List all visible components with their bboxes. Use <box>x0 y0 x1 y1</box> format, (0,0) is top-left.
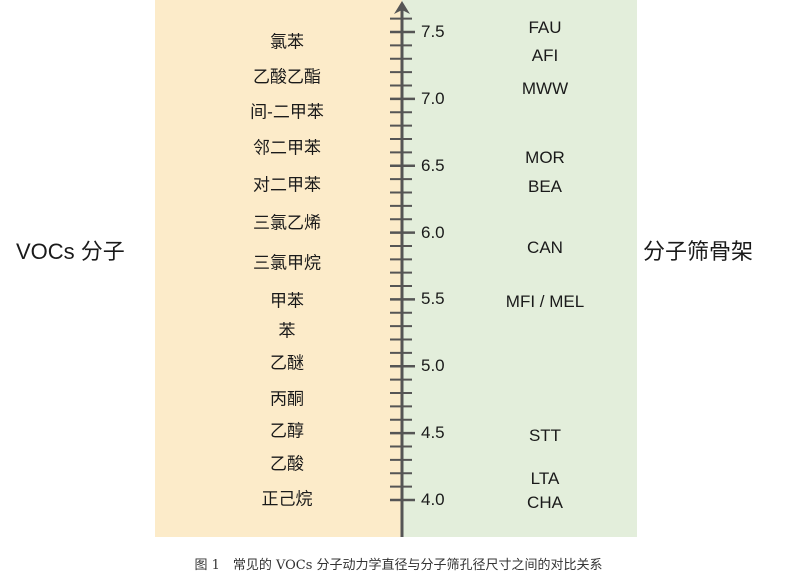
tick-label: 5.5 <box>421 289 445 309</box>
zeolite-panel <box>402 0 637 537</box>
vocs-panel <box>155 0 402 537</box>
voc-label: 甲苯 <box>270 291 304 311</box>
zeolite-label: MOR <box>525 148 565 167</box>
voc-label: 三氯乙烯 <box>253 213 321 233</box>
vocs-title: VOCs 分子 <box>16 239 125 264</box>
axis-arrow-icon <box>394 1 410 14</box>
zeolite-label: MFI / MEL <box>505 292 585 311</box>
zeolite-label: STT <box>528 426 562 445</box>
zeolite-title: 分子筛骨架 <box>643 239 754 264</box>
tick-label: 7.5 <box>421 22 445 41</box>
voc-label: 乙酸 <box>270 454 304 474</box>
zeolite-label: LTA <box>530 469 560 488</box>
voc-label: 三氯甲烷 <box>253 253 321 273</box>
tick-label: 6.5 <box>421 155 445 175</box>
tick-label: 7.0 <box>421 88 445 108</box>
tick-label: 6.0 <box>421 222 445 242</box>
voc-label: 邻二甲苯 <box>253 138 321 158</box>
zeolite-label: FAU <box>528 18 562 37</box>
tick-label: 4.5 <box>421 423 445 443</box>
zeolite-label: MWW <box>521 79 569 98</box>
voc-label: 乙酸乙酯 <box>253 67 321 87</box>
voc-label: 乙醇 <box>270 421 304 441</box>
tick-label: 4.0 <box>421 490 445 509</box>
figure-caption: 图 1 常见的 VOCs 分子动力学直径与分子筛孔径尺寸之间的对比关系 <box>194 558 603 573</box>
zeolite-label: CAN <box>527 238 563 257</box>
voc-label: 对二甲苯 <box>253 175 321 195</box>
zeolite-label: AFI <box>531 46 559 65</box>
voc-label: 苯 <box>278 321 296 341</box>
voc-label: 正己烷 <box>261 489 313 509</box>
zeolite-label: CHA <box>527 493 563 512</box>
tick-label: 5.0 <box>421 356 445 376</box>
voc-label: 乙醚 <box>270 353 304 373</box>
zeolite-label: BEA <box>527 177 563 196</box>
voc-label: 间-二甲苯 <box>250 102 324 122</box>
voc-label: 丙酮 <box>270 389 304 409</box>
voc-label: 氯苯 <box>270 32 304 52</box>
